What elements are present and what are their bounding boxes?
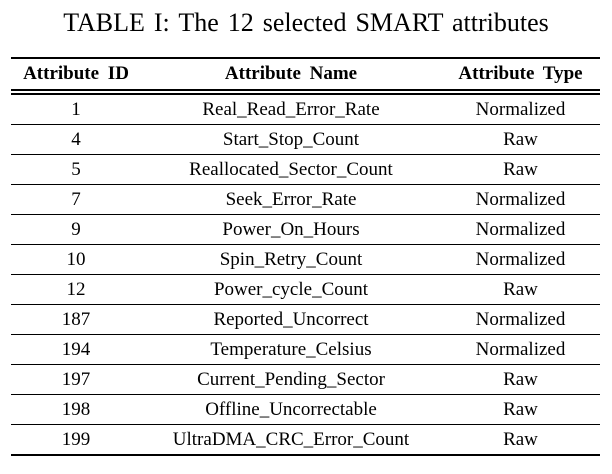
attribute-type-cell: Normalized <box>441 244 600 275</box>
attribute-name-cell: Offline_Uncorrectable <box>141 394 441 425</box>
column-header-attribute-id: Attribute ID <box>11 58 141 95</box>
table-row: 199 UltraDMA_CRC_Error_Count Raw <box>11 424 600 455</box>
table-row: 10 Spin_Retry_Count Normalized <box>11 244 600 275</box>
attribute-name-cell: Seek_Error_Rate <box>141 184 441 215</box>
attribute-id-cell: 187 <box>11 304 141 335</box>
attribute-type-cell: Raw <box>441 424 600 455</box>
attribute-id-cell: 12 <box>11 274 141 305</box>
table-row: 1 Real_Read_Error_Rate Normalized <box>11 92 600 125</box>
smart-attributes-table: Attribute ID Attribute Name Attribute Ty… <box>11 57 600 456</box>
attribute-name-cell: Spin_Retry_Count <box>141 244 441 275</box>
attribute-name-cell: Power_On_Hours <box>141 214 441 245</box>
table-row: 12 Power_cycle_Count Raw <box>11 274 600 305</box>
attribute-name-cell: Reported_Uncorrect <box>141 304 441 335</box>
attribute-id-cell: 194 <box>11 334 141 365</box>
attribute-type-cell: Normalized <box>441 184 600 215</box>
table-row: 9 Power_On_Hours Normalized <box>11 214 600 245</box>
attribute-name-cell: Reallocated_Sector_Count <box>141 154 441 185</box>
attribute-id-cell: 198 <box>11 394 141 425</box>
header-row: Attribute ID Attribute Name Attribute Ty… <box>11 58 600 95</box>
attribute-name-cell: UltraDMA_CRC_Error_Count <box>141 424 441 455</box>
attribute-id-cell: 197 <box>11 364 141 395</box>
attribute-id-cell: 7 <box>11 184 141 215</box>
table-header: Attribute ID Attribute Name Attribute Ty… <box>11 58 600 95</box>
attribute-id-cell: 9 <box>11 214 141 245</box>
attribute-name-cell: Power_cycle_Count <box>141 274 441 305</box>
attribute-type-cell: Normalized <box>441 214 600 245</box>
table-row: 5 Reallocated_Sector_Count Raw <box>11 154 600 185</box>
attribute-type-cell: Normalized <box>441 334 600 365</box>
attribute-type-cell: Normalized <box>441 304 600 335</box>
attribute-type-cell: Normalized <box>475 98 566 120</box>
attribute-type-cell: Raw <box>441 124 600 155</box>
attribute-name-cell: Start_Stop_Count <box>141 124 441 155</box>
attribute-type-cell: Raw <box>441 394 600 425</box>
attribute-name-cell: Real_Read_Error_Rate <box>202 98 380 120</box>
attribute-id-cell: 5 <box>11 154 141 185</box>
attribute-type-cell: Raw <box>441 274 600 305</box>
column-header-attribute-type: Attribute Type <box>441 58 600 95</box>
attribute-type-cell: Raw <box>441 154 600 185</box>
table-row: 7 Seek_Error_Rate Normalized <box>11 184 600 215</box>
table-body: 1 Real_Read_Error_Rate Normalized 4 Start_St… <box>11 92 600 455</box>
table-caption: TABLE I: The 12 selected SMART attribute… <box>63 8 549 37</box>
attribute-id-cell: 199 <box>11 424 141 455</box>
attribute-type-cell: Raw <box>441 364 600 395</box>
attribute-name-cell: Temperature_Celsius <box>141 334 441 365</box>
attribute-id-cell: 10 <box>11 244 141 275</box>
table-row: 187 Reported_Uncorrect Normalized <box>11 304 600 335</box>
table-row: 194 Temperature_Celsius Normalized <box>11 334 600 365</box>
attribute-id-cell: 4 <box>11 124 141 155</box>
table-row: 4 Start_Stop_Count Raw <box>11 124 600 155</box>
column-header-attribute-name: Attribute Name <box>141 58 441 95</box>
table-row: 198 Offline_Uncorrectable Raw <box>11 394 600 425</box>
table-row: 197 Current_Pending_Sector Raw <box>11 364 600 395</box>
attribute-id-cell: 1 <box>71 98 81 120</box>
attribute-name-cell: Current_Pending_Sector <box>141 364 441 395</box>
